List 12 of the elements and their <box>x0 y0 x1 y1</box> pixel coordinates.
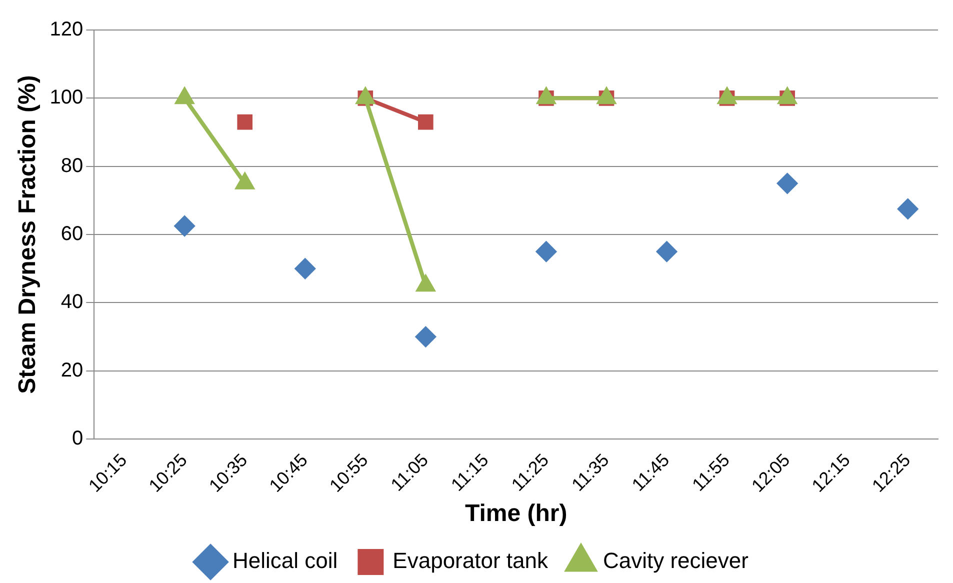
y-axis-title: Steam Dryness Fraction (%) <box>14 75 42 394</box>
y-tick-label: 0 <box>72 428 84 450</box>
x-axis-title: Time (hr) <box>464 500 568 528</box>
legend-label: Cavity reciever <box>602 548 748 574</box>
y-tick-label: 80 <box>60 154 84 177</box>
y-tick-label: 120 <box>50 18 84 41</box>
y-tick-label: 40 <box>60 291 84 314</box>
legend-label: Helical coil <box>232 548 338 574</box>
y-tick-label: 100 <box>50 86 84 109</box>
y-tick-label: 20 <box>60 359 84 382</box>
y-tick-label: 60 <box>60 223 84 246</box>
legend-label: Evaporator tank <box>392 548 549 574</box>
